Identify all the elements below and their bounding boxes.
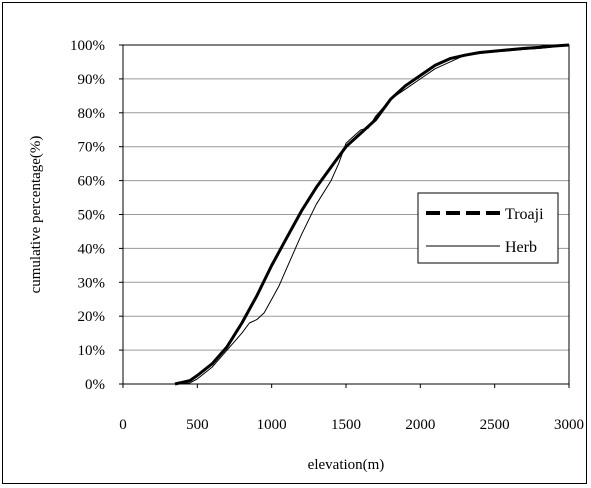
x-tick-label-0: 0 — [119, 417, 127, 433]
y-axis-label: cumulative percentage(%) — [28, 136, 44, 294]
legend-box — [417, 192, 559, 264]
y-tick-labels: 0% 10% 20% 30% 40% 50% 60% 70% 80% 90% 100% — [70, 38, 105, 393]
x-tick-label-2: 1000 — [257, 417, 287, 433]
x-tick-label-5: 2500 — [480, 417, 510, 433]
series-lines — [174, 43, 570, 386]
y-tick-label-0: 0% — [85, 377, 105, 393]
x-tick-labels: 0 500 1000 1500 2000 2500 3000 — [119, 417, 584, 433]
y-tick-label-8: 80% — [78, 106, 106, 122]
x-tick-label-1: 500 — [186, 417, 209, 433]
legend-label-herb: Herb — [505, 239, 537, 256]
gridlines — [119, 44, 570, 388]
y-tick-label-2: 20% — [78, 309, 106, 325]
series-line-troaji — [174, 43, 570, 386]
x-axis-label: elevation(m) — [308, 457, 385, 473]
y-tick-label-1: 10% — [78, 343, 106, 359]
plot-area — [122, 44, 570, 385]
y-tick-label-10: 100% — [70, 38, 105, 54]
y-tick-label-6: 60% — [78, 174, 106, 190]
y-tick-label-3: 30% — [78, 275, 106, 291]
series-line-herb — [174, 44, 570, 385]
y-tick-label-4: 40% — [78, 241, 106, 257]
y-tick-label-7: 70% — [78, 140, 106, 156]
x-tick-label-4: 2000 — [405, 417, 435, 433]
x-tick-label-3: 1500 — [331, 417, 361, 433]
y-tick-label-5: 50% — [78, 208, 106, 224]
y-tick-label-9: 90% — [78, 72, 106, 88]
legend-label-troaji: Troaji — [505, 206, 544, 223]
legend: Troaji Herb — [417, 192, 559, 264]
x-tick-label-6: 3000 — [554, 417, 584, 433]
